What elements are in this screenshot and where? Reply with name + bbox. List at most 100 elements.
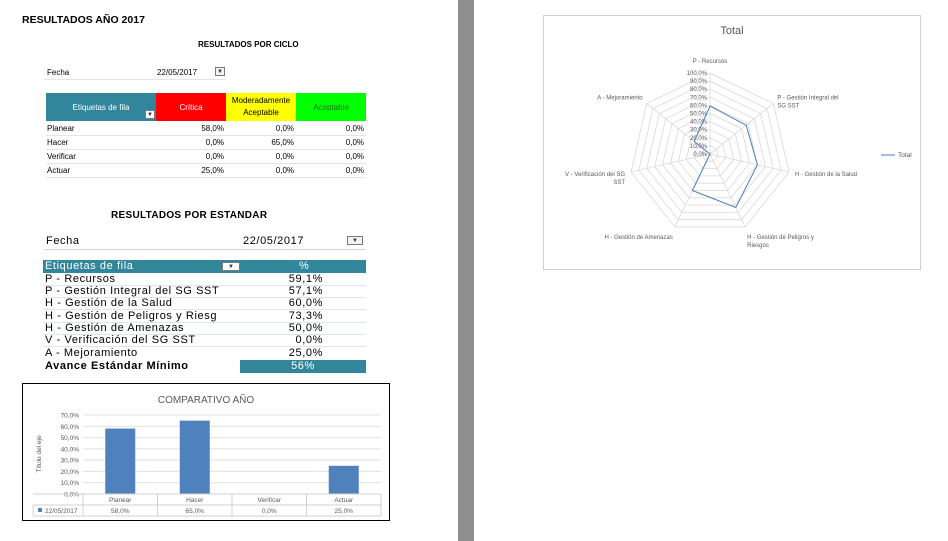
standard-header-label: Etiquetas de fila (45, 260, 134, 272)
standard-row-label: V - Verificación del SG SST (45, 334, 196, 346)
radar-gridring (677, 121, 743, 184)
radar-gridring (670, 113, 750, 191)
chart-y-tick-label: 30,0% (61, 458, 80, 465)
standard-row-filter-icon[interactable]: ▼ (222, 262, 240, 271)
cycle-header-critica: Crítica (156, 93, 226, 121)
cycle-cell-aceptable: 0,0% (345, 166, 364, 175)
chart-data-label: 58,0% (111, 508, 130, 515)
radar-category-label: H - Gestión de la Salud (795, 172, 857, 178)
chart-data-label: 0,0% (262, 508, 277, 515)
standard-header-pct: % (299, 260, 310, 272)
cycle-cell-aceptable: 0,0% (345, 138, 364, 147)
radar-gridring (646, 88, 774, 213)
cycle-cell-moderada: 0,0% (275, 166, 294, 175)
cycle-fecha-value: 22/05/2017 (157, 68, 198, 77)
cycle-row-label: Planear (47, 124, 75, 133)
cycle-fecha-label: Fecha (47, 68, 70, 77)
chart-x-tick-label: Planear (109, 497, 132, 504)
cycle-row-filter-icon[interactable]: ▼ (145, 110, 155, 119)
radar-category-label: P - Recursos (693, 59, 728, 65)
chart-x-tick-label: Actuar (334, 497, 354, 504)
standard-total-value: 56% (291, 360, 315, 372)
cycle-header-row-labels: Etiquetas de fila (46, 93, 156, 121)
chart-y-tick-label: 0,0% (64, 492, 79, 499)
standard-row-value: 50,0% (288, 322, 323, 334)
standard-total-cell (240, 360, 366, 373)
chart-bar[interactable] (328, 465, 359, 494)
radar-tick-label: 10,0% (690, 144, 708, 150)
cycle-header-aceptable: Aceptable (296, 93, 366, 121)
radar-tick-label: 0,0% (693, 152, 707, 158)
standard-row-label: P - Recursos (45, 273, 116, 285)
cycle-cell-critica: 0,0% (205, 138, 224, 147)
standard-row-label: H - Gestión de Peligros y Riesg (45, 310, 218, 322)
radar-category-label: H - Gestión de Peligros y Riesgos (747, 235, 814, 249)
radar-category-label: H - Gestión de Amenazas (604, 235, 672, 241)
chart-y-tick-label: 60,0% (61, 424, 80, 431)
radar-tick-label: 20,0% (690, 136, 708, 142)
chart-x-tick-label: Verificar (258, 497, 282, 504)
cycle-section-title: RESULTADOS POR CICLO (198, 40, 299, 49)
standard-row-value: 25,0% (288, 347, 323, 359)
radar-spoke (709, 103, 774, 155)
chart-y-tick-label: 70,0% (61, 413, 80, 420)
standard-fecha-filter-icon[interactable]: ▼ (347, 236, 363, 245)
radar-tick-label: 80,0% (690, 87, 708, 93)
cycle-cell-moderada: 65,0% (271, 138, 294, 147)
standard-row-value: 57,1% (288, 285, 323, 297)
standard-section-title: RESULTADOS POR ESTANDAR (111, 210, 268, 221)
chart-y-tick-label: 40,0% (61, 446, 80, 453)
radar-title: Total (720, 25, 743, 37)
chart-y-tick-label: 50,0% (61, 435, 80, 442)
pane-divider (458, 0, 474, 541)
chart-title: COMPARATIVO AÑO (158, 393, 255, 406)
chart-y-tick-label: 20,0% (61, 469, 80, 476)
report-title: RESULTADOS AÑO 2017 (22, 14, 145, 26)
standard-row-label: H - Gestión de Amenazas (45, 322, 185, 334)
radar-legend-label: Total (898, 152, 912, 159)
standard-total-label: Avance Estándar Mínimo (45, 360, 189, 372)
cycle-cell-critica: 0,0% (205, 152, 224, 161)
cycle-cell-critica: 58,0% (201, 124, 224, 133)
radar-spoke (630, 153, 711, 173)
radar-gridring (630, 72, 790, 228)
standard-row-value: 73,3% (288, 310, 323, 322)
chart-y-axis-title: Título del eje (36, 435, 43, 473)
radar-chart[interactable]: Total 0,0% 10,0% 20,0% 30,0% 40,0% 50,0% 60,0%… (543, 15, 921, 270)
chart-legend-swatch (38, 508, 42, 512)
standard-header (43, 260, 366, 273)
radar-tick-label: 70,0% (690, 95, 708, 101)
standard-row-label: H - Gestión de la Salud (45, 297, 173, 309)
radar-gridring (638, 80, 782, 221)
cycle-cell-aceptable: 0,0% (345, 152, 364, 161)
cycle-fecha-filter-icon[interactable]: ▼ (215, 67, 225, 76)
cycle-cell-aceptable: 0,0% (345, 124, 364, 133)
chart-x-tick-label: Hacer (186, 497, 204, 504)
radar-tick-label: 50,0% (690, 112, 708, 118)
radar-gridring (701, 145, 719, 162)
cycle-row-label: Verificar (47, 152, 76, 161)
standard-row-value: 0,0% (295, 334, 323, 346)
radar-tick-label: 100,0% (687, 71, 708, 77)
chart-bar[interactable] (179, 420, 210, 494)
chart-bar[interactable] (105, 428, 136, 494)
radar-series-line[interactable] (691, 105, 758, 209)
radar-chart-svg: Total 0,0%10,0%20,0%30,0%40,0%50,0%60,0%… (565, 25, 912, 249)
chart-data-label: 25,0% (335, 508, 354, 515)
cycle-row-label: Hacer (47, 138, 69, 147)
radar-category-label: A - Mejoramiento (597, 95, 643, 101)
radar-tick-label: 90,0% (690, 79, 708, 85)
radar-category-label: V - Verificación del SG SST (565, 172, 625, 186)
standard-row-value: 59,1% (288, 273, 323, 285)
radar-spoke (709, 153, 746, 228)
radar-spoke (709, 153, 790, 173)
radar-gridring (685, 129, 735, 177)
radar-gridring (654, 96, 766, 206)
radar-category-label: P - Gestión Integral del SG SST (777, 95, 838, 109)
standard-fecha-value: 22/05/2017 (243, 235, 305, 247)
standard-row-label: P - Gestión Integral del SG SST (45, 285, 220, 297)
standard-fecha-label: Fecha (46, 235, 80, 247)
comparativo-chart[interactable]: COMPARATIVO AÑO Título del eje 0,0% 10,0%… (22, 383, 390, 521)
cycle-row-label: Actuar (47, 166, 71, 175)
chart-y-tick-label: 10,0% (61, 480, 80, 487)
